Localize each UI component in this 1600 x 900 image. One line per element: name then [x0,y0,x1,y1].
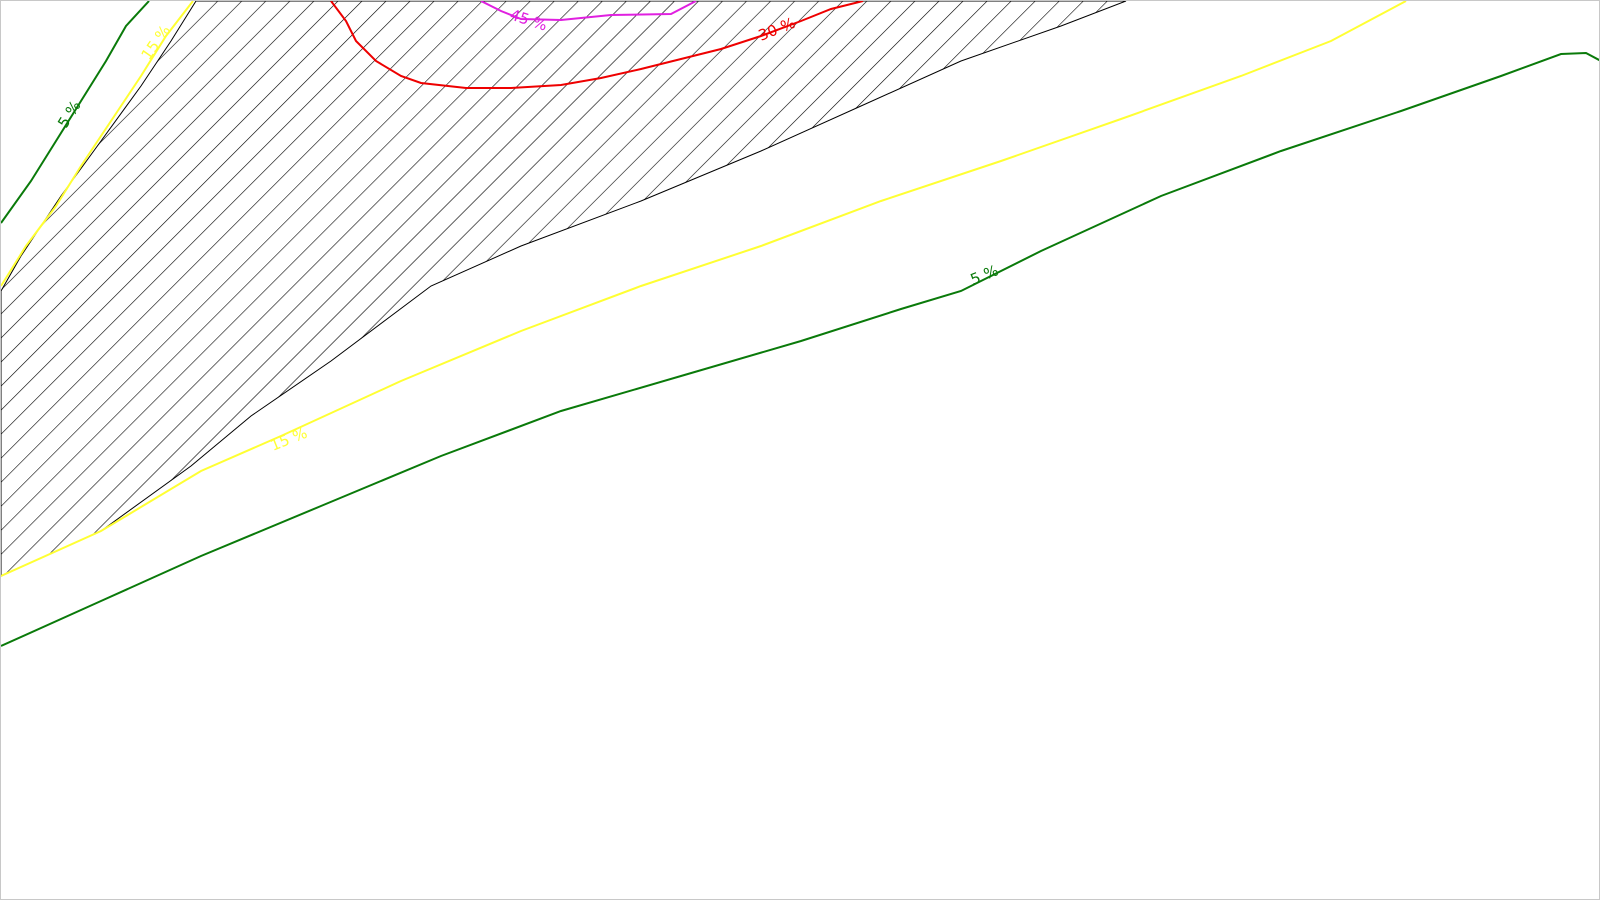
contour-line-5-percent-lower [1,51,1599,647]
contour-line-45-percent [480,1,697,22]
contour-line-30-percent [330,1,864,89]
contour-label-15-percent-lower: 15 % [268,424,310,455]
contour-label-5-percent-lower: 5 % [968,261,1001,288]
contour-line-15-percent-lower [1,1,1407,577]
hatched-region [1,1,1127,577]
contour-line-15-percent-upper [1,1,194,287]
contour-line-5-percent-upper [1,1,150,224]
